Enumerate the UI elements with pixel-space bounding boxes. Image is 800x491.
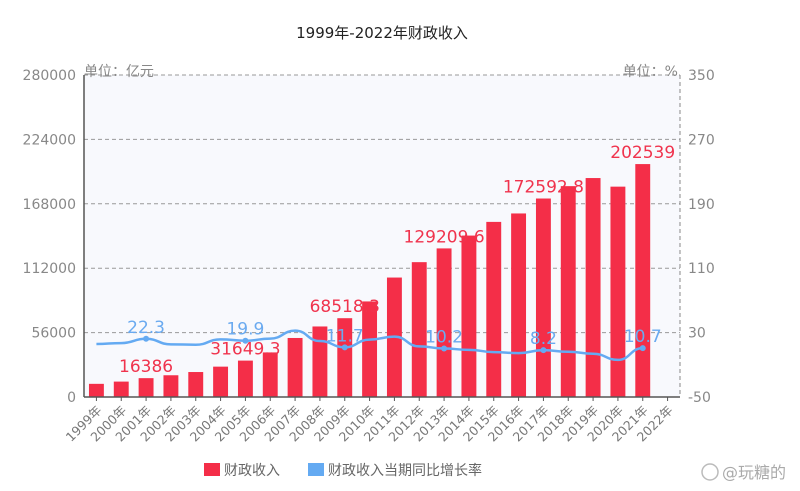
watermark-text: @玩糖的: [722, 463, 786, 482]
bar: [163, 375, 179, 397]
y-right-tick-label: 30: [688, 326, 706, 342]
chart-title: 1999年-2022年财政收入: [296, 24, 468, 42]
bar: [511, 213, 527, 397]
y-right-tick-label: 190: [688, 197, 715, 213]
line-point: [540, 347, 547, 354]
bar: [560, 186, 576, 397]
y-right-tick-label: -50: [688, 390, 711, 406]
bar: [138, 378, 154, 397]
bar: [436, 248, 452, 397]
line-point: [143, 335, 150, 342]
bar: [610, 186, 626, 397]
bar-data-label: 172592.8: [503, 178, 584, 198]
line-data-label: 19.9: [226, 320, 264, 340]
bar: [88, 383, 104, 397]
weibo-logo-icon: [701, 463, 719, 481]
legend-label-line[interactable]: 财政收入当期同比增长率: [328, 462, 482, 479]
y-left-tick-label: 224000: [23, 132, 76, 148]
bar: [113, 381, 129, 397]
legend-swatch-bar: [204, 463, 220, 476]
bar: [461, 235, 477, 397]
legend-label-bar[interactable]: 财政收入: [224, 463, 280, 479]
line-data-label: 22.3: [127, 318, 165, 338]
grid: [84, 74, 680, 334]
y-right-tick-label: 270: [688, 132, 715, 148]
bar: [486, 221, 502, 397]
bar-data-label: 16386: [119, 357, 173, 377]
line-data-label: 11.7: [326, 326, 364, 346]
legend: 财政收入 财政收入当期同比增长率: [204, 462, 482, 479]
left-unit: 单位：亿元: [84, 64, 154, 80]
line-data-label: 10.2: [425, 328, 463, 348]
bar-data-label: 129209.6: [404, 227, 485, 247]
bar-data-label: 31649.3: [210, 340, 280, 360]
bars: [88, 164, 651, 397]
growth-line: [96, 329, 643, 362]
line-point: [242, 337, 249, 344]
bar: [411, 262, 427, 397]
bar-data-label: 202539: [610, 143, 675, 163]
line-point: [639, 345, 646, 352]
bar: [262, 352, 278, 397]
bar: [585, 178, 601, 397]
line-point: [441, 345, 448, 352]
line-series: [96, 329, 646, 362]
y-right-tick-label: 110: [688, 261, 715, 277]
line-data-label: 8.2: [530, 329, 557, 349]
y-left-tick-label: 280000: [23, 68, 76, 84]
bar: [535, 198, 551, 397]
bar: [188, 372, 204, 397]
bar: [312, 326, 328, 397]
bar: [237, 360, 253, 397]
line-data-label: 10.7: [624, 327, 662, 347]
y-left-tick-label: 112000: [23, 261, 76, 277]
line-point: [341, 344, 348, 351]
bar: [337, 318, 353, 397]
bar: [287, 337, 303, 397]
y-left-tick-label: 56000: [31, 326, 76, 342]
y-right-tick-label: 350: [688, 68, 715, 84]
y-left-tick-label: 0: [67, 390, 76, 406]
right-unit: 单位：%: [623, 64, 678, 80]
bar: [213, 366, 229, 397]
legend-swatch-line: [308, 463, 324, 476]
bar: [362, 301, 378, 397]
bar-data-label: 68518.3: [310, 297, 380, 317]
watermark: @玩糖的: [701, 463, 786, 482]
y-left-tick-label: 168000: [23, 197, 76, 213]
bar: [635, 164, 651, 397]
